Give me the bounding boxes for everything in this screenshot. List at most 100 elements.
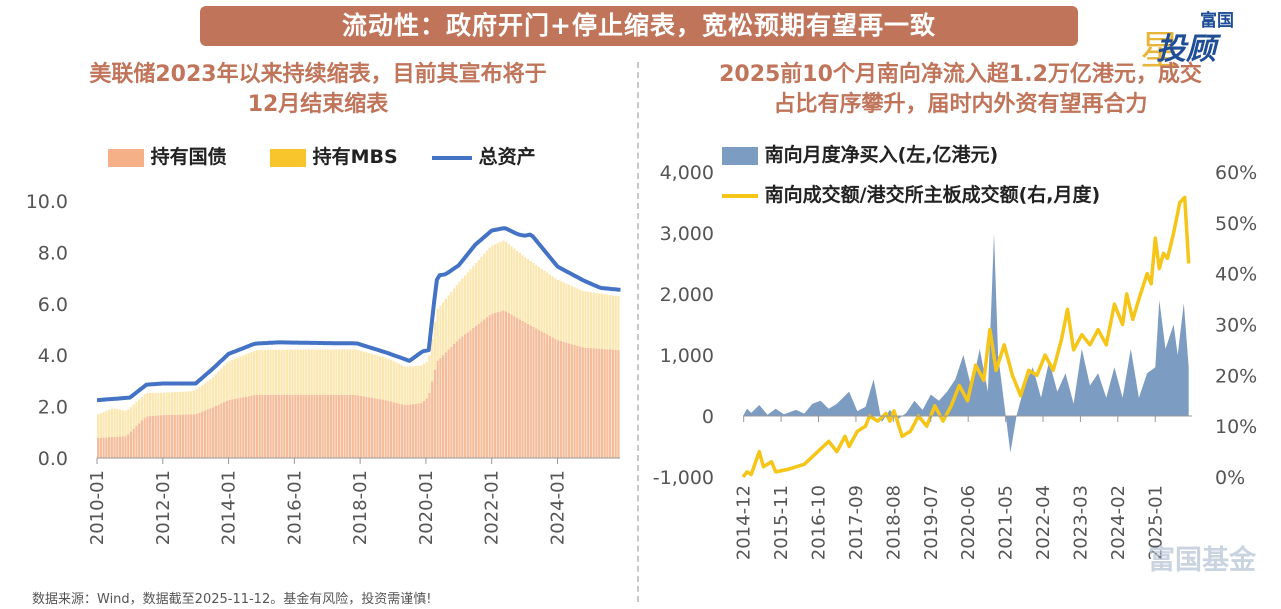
mbs-bar: [444, 298, 447, 353]
mbs-bar: [562, 282, 565, 342]
mbs-bar: [143, 394, 146, 418]
treasury-bar: [102, 437, 105, 458]
mbs-bar: [195, 389, 198, 414]
mbs-bar: [518, 252, 521, 320]
treasury-bar: [327, 394, 330, 458]
mbs-bar: [296, 349, 300, 395]
mbs-bar: [417, 365, 420, 404]
treasury-bar: [411, 404, 415, 458]
mbs-bar: [504, 241, 508, 312]
right-x-tick-label: 2024-02: [1108, 485, 1129, 560]
treasury-bar: [368, 397, 371, 458]
mbs-bar: [329, 349, 332, 395]
treasury-bar: [266, 394, 270, 458]
mbs-bar: [359, 350, 363, 396]
treasury-bar: [472, 328, 475, 458]
mbs-bar: [406, 366, 409, 406]
treasury-bar: [458, 338, 461, 458]
mbs-bar: [187, 391, 190, 415]
mbs-bar: [403, 366, 406, 406]
treasury-bar: [310, 394, 313, 458]
mbs-bar: [127, 409, 130, 435]
treasury-bar: [609, 349, 612, 458]
right-y-right-tick-label: 50%: [1215, 213, 1257, 235]
treasury-bar: [461, 336, 464, 458]
treasury-bar: [236, 398, 239, 458]
right-x-tick-label: 2025-01: [1145, 485, 1166, 560]
mbs-bar: [302, 349, 305, 395]
brand-line2: 投顾: [1156, 32, 1216, 67]
left-x-tick-label: 2016-01: [284, 470, 305, 545]
treasury-bar: [280, 394, 283, 458]
treasury-bar: [170, 414, 174, 458]
treasury-bar: [606, 349, 609, 458]
mbs-bar: [488, 247, 491, 316]
treasury-bar: [184, 414, 187, 458]
mbs-bar: [450, 291, 453, 347]
total-assets-line: [96, 226, 621, 403]
treasury-bar: [362, 396, 365, 458]
treasury-bar: [611, 349, 615, 458]
treasury-bar: [567, 343, 571, 458]
treasury-bar: [433, 369, 437, 458]
treasury-bar: [239, 397, 242, 458]
mbs-bar: [116, 409, 119, 437]
treasury-bar: [439, 357, 442, 458]
mbs-bar: [461, 278, 464, 337]
treasury-bar: [504, 311, 508, 458]
brand-star-icon: 星: [1140, 28, 1180, 74]
mbs-bar: [179, 391, 182, 415]
mbs-bar: [181, 391, 185, 415]
mbs-bar: [535, 264, 538, 329]
treasury-bar: [581, 347, 584, 458]
mbs-bar: [551, 276, 554, 338]
treasury-bar: [247, 396, 250, 458]
treasury-bar: [598, 348, 601, 458]
legend-swatch-mbs: [270, 148, 306, 167]
mbs-bar: [370, 353, 374, 398]
mbs-bar: [214, 374, 217, 406]
mbs-bar: [414, 365, 417, 404]
treasury-bar: [515, 317, 519, 458]
treasury-bar: [359, 395, 363, 458]
treasury-bar: [576, 345, 579, 458]
mbs-bar: [192, 390, 196, 415]
header-banner: 流动性：政府开门+停止缩表，宽松预期有望再一致: [200, 6, 1078, 46]
mbs-bar: [321, 349, 324, 395]
mbs-bar: [606, 294, 609, 350]
treasury-bar: [124, 436, 127, 458]
mbs-bar: [567, 284, 571, 344]
treasury-bar: [285, 394, 289, 458]
mbs-bar: [305, 349, 308, 395]
mbs-bar: [285, 349, 289, 395]
treasury-bar: [485, 317, 489, 458]
mbs-bar: [584, 291, 587, 348]
treasury-bar: [203, 410, 207, 458]
treasury-bar: [116, 436, 119, 458]
mbs-bar: [540, 268, 543, 332]
legend-label-treasury: 持有国债: [150, 146, 227, 168]
mbs-bar: [291, 349, 294, 395]
mbs-bar: [592, 292, 595, 349]
right-y-right-tick-label: 40%: [1215, 264, 1257, 286]
right-x-tick-label: 2020-06: [958, 485, 979, 560]
mbs-bar: [420, 365, 423, 403]
treasury-bar: [400, 404, 404, 458]
treasury-bar: [198, 412, 201, 458]
treasury-bar: [357, 395, 360, 458]
mbs-bar: [587, 291, 590, 348]
left-title-line2: 12月结束缩表: [247, 92, 389, 117]
mbs-bar: [499, 241, 502, 312]
treasury-bar: [329, 394, 332, 458]
treasury-bar: [406, 405, 409, 458]
treasury-bar: [187, 414, 190, 458]
treasury-bar: [491, 313, 494, 458]
right-y-right-tick-label: 30%: [1215, 315, 1257, 337]
treasury-bar: [296, 394, 300, 458]
mbs-bar: [379, 356, 382, 400]
legend-label-mbs: 持有MBS: [312, 146, 398, 168]
mbs-bar: [387, 358, 390, 401]
mbs-bar: [570, 286, 573, 345]
mbs-bar: [201, 385, 204, 412]
